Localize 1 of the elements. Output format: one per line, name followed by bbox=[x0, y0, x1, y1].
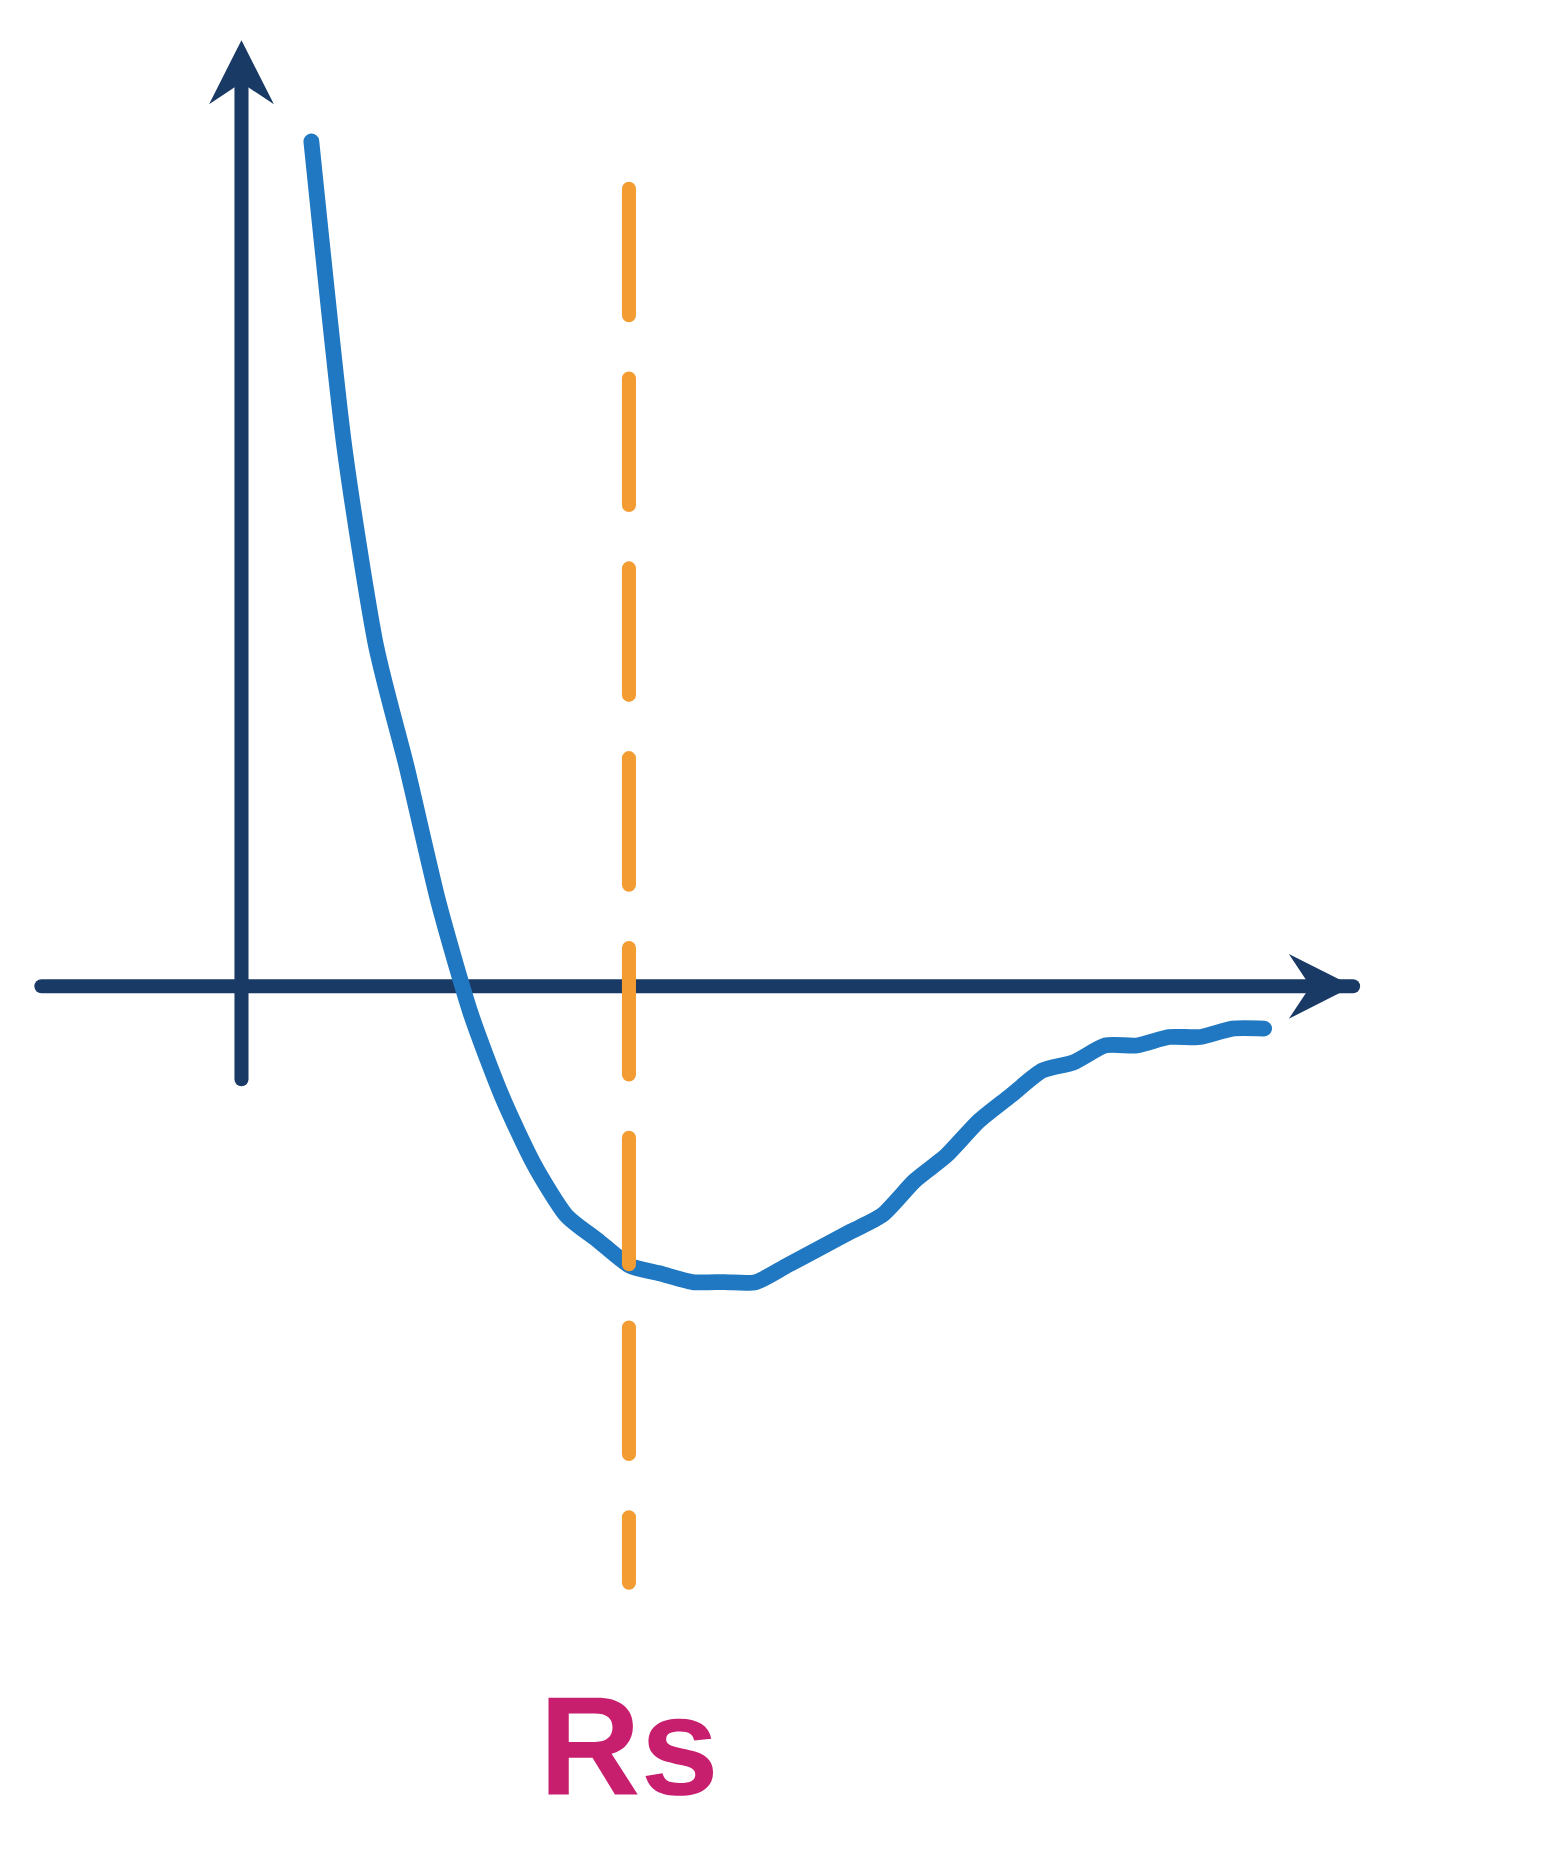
text: Rs bbox=[548, 1697, 714, 1796]
